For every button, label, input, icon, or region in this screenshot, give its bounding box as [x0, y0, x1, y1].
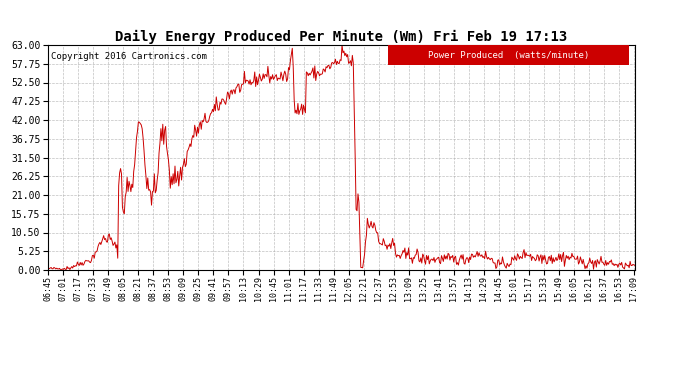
Title: Daily Energy Produced Per Minute (Wm) Fri Feb 19 17:13: Daily Energy Produced Per Minute (Wm) Fr…	[115, 30, 568, 44]
Text: Power Produced  (watts/minute): Power Produced (watts/minute)	[428, 51, 589, 60]
Text: Copyright 2016 Cartronics.com: Copyright 2016 Cartronics.com	[51, 52, 207, 61]
FancyBboxPatch shape	[388, 45, 629, 65]
